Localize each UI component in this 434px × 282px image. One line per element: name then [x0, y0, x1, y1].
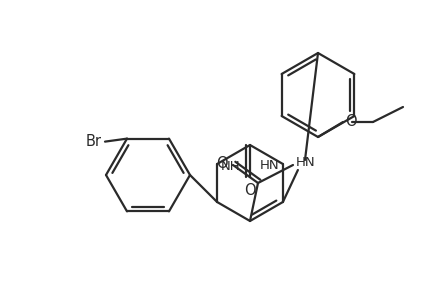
Text: O: O — [217, 155, 228, 171]
Text: O: O — [345, 114, 357, 129]
Text: HN: HN — [259, 160, 279, 173]
Text: HN: HN — [296, 157, 316, 169]
Text: NH: NH — [221, 160, 241, 173]
Text: Br: Br — [86, 134, 102, 149]
Text: O: O — [244, 183, 256, 198]
